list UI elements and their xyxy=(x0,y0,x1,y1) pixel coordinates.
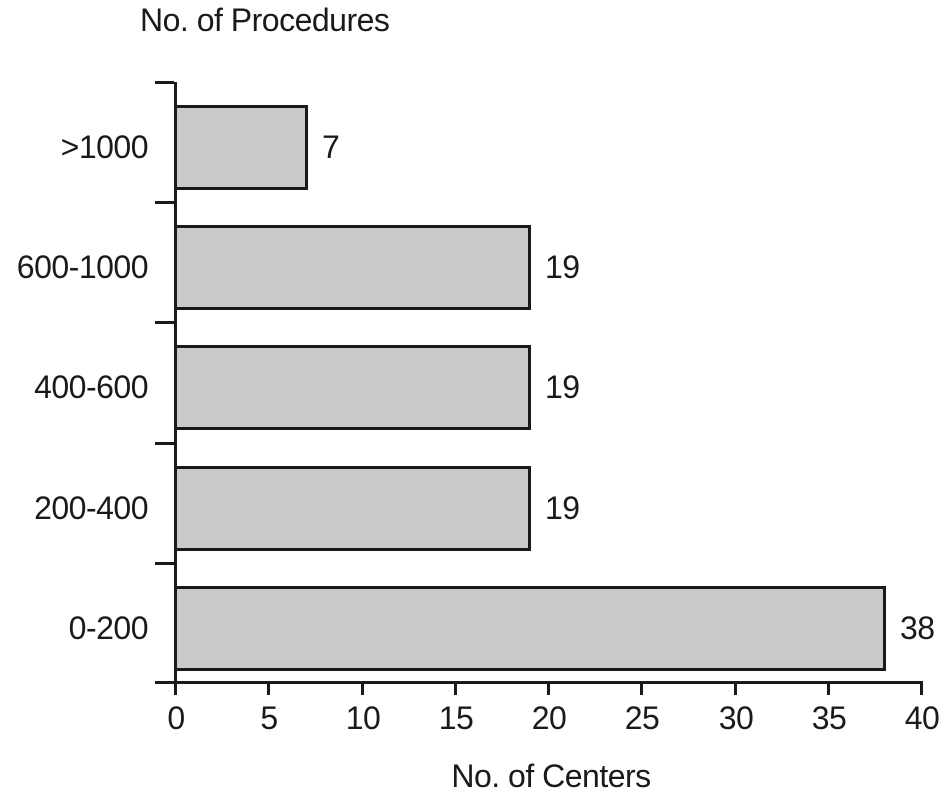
x-tick-label-35: 35 xyxy=(811,700,847,736)
y-tick-1 xyxy=(155,201,174,204)
x-tick-40 xyxy=(920,684,923,695)
category-label-2: 400-600 xyxy=(34,369,148,405)
category-label-1: 600-1000 xyxy=(16,249,149,285)
x-tick-label-5: 5 xyxy=(260,700,278,736)
value-label-1: 19 xyxy=(545,249,580,285)
y-tick-4 xyxy=(155,562,174,565)
x-tick-20 xyxy=(547,684,550,695)
x-tick-label-15: 15 xyxy=(438,700,474,736)
x-tick-35 xyxy=(827,684,830,695)
x-tick-5 xyxy=(267,684,270,695)
bar-3 xyxy=(174,466,531,551)
bar-1 xyxy=(174,225,531,310)
x-tick-label-10: 10 xyxy=(345,700,381,736)
x-tick-10 xyxy=(361,684,364,695)
bar-4 xyxy=(174,586,886,671)
x-axis-line xyxy=(157,681,923,684)
y-tick-2 xyxy=(155,321,174,324)
value-label-4: 38 xyxy=(900,610,935,646)
y-tick-3 xyxy=(155,442,174,445)
bar-2 xyxy=(174,345,531,430)
category-label-3: 200-400 xyxy=(34,490,148,526)
y-tick-0 xyxy=(155,81,174,84)
category-label-4: 0-200 xyxy=(68,610,149,646)
x-tick-0 xyxy=(174,684,177,695)
y-tick-5 xyxy=(155,681,174,684)
bar-0 xyxy=(174,105,308,190)
value-label-3: 19 xyxy=(545,490,580,526)
value-label-0: 7 xyxy=(322,129,340,165)
x-tick-15 xyxy=(454,684,457,695)
x-tick-30 xyxy=(734,684,737,695)
x-axis-title: No. of Centers xyxy=(451,758,651,794)
x-tick-label-30: 30 xyxy=(718,700,754,736)
x-tick-label-25: 25 xyxy=(624,700,660,736)
value-label-2: 19 xyxy=(545,369,580,405)
x-tick-25 xyxy=(640,684,643,695)
x-tick-label-40: 40 xyxy=(904,700,940,736)
x-tick-label-20: 20 xyxy=(531,700,567,736)
x-tick-label-0: 0 xyxy=(167,700,185,736)
category-label-0: >1000 xyxy=(60,129,149,165)
chart-title: No. of Procedures xyxy=(140,2,390,38)
